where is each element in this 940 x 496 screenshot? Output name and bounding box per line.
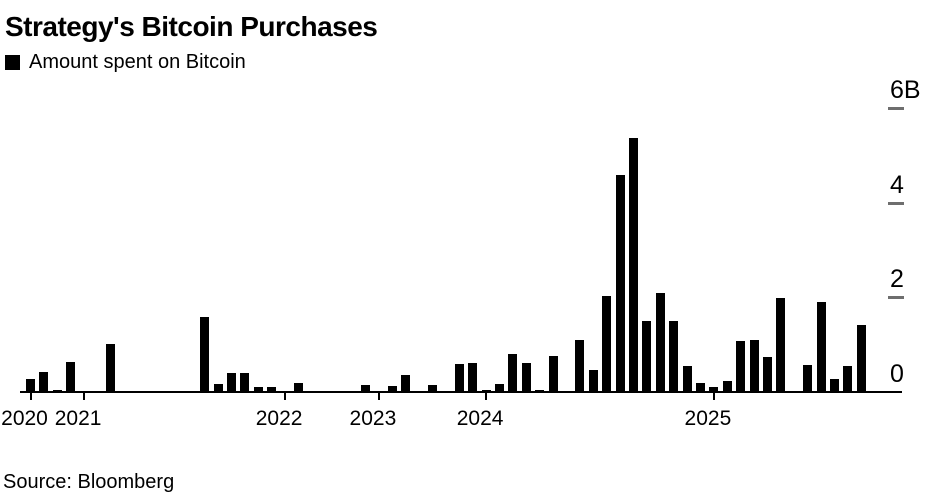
- y-tick-label: 0: [890, 360, 904, 388]
- bar: [803, 364, 813, 392]
- bar: [387, 386, 397, 392]
- bar: [830, 378, 839, 392]
- y-tick: [888, 201, 904, 205]
- y-tick: [888, 107, 904, 111]
- x-axis-line: [20, 391, 902, 393]
- bar: [521, 362, 531, 392]
- x-tick: [284, 392, 287, 400]
- bar: [213, 383, 223, 392]
- bar: [843, 365, 853, 392]
- bar: [588, 370, 598, 392]
- x-tick: [712, 392, 715, 400]
- bar: [253, 387, 263, 392]
- bar: [106, 344, 116, 392]
- bar: [468, 363, 478, 392]
- bar: [428, 384, 437, 392]
- bar: [642, 321, 652, 392]
- plot-area: 2020 2021 2022 2023 2024 2025 6B 4 2 0: [1, 76, 921, 430]
- x-tick-label: 2023: [349, 407, 397, 430]
- y-tick-label: 6B: [890, 76, 921, 105]
- x-tick: [29, 392, 32, 400]
- y-tick-label: 2: [890, 265, 904, 294]
- bar: [615, 175, 625, 392]
- y-tick-label: 4: [890, 170, 904, 199]
- bar: [361, 384, 370, 392]
- bar: [508, 354, 518, 392]
- bar: [696, 382, 705, 392]
- x-tick-label: 2020: [1, 407, 48, 430]
- bar: [629, 137, 638, 392]
- bar: [66, 362, 76, 392]
- bar: [749, 340, 759, 392]
- bar: [736, 340, 746, 392]
- legend-swatch-icon: [5, 54, 20, 70]
- bar: [856, 325, 866, 392]
- bar: [294, 383, 303, 392]
- bar: [52, 389, 62, 392]
- bar: [267, 387, 277, 392]
- bar: [722, 381, 732, 392]
- x-tick: [377, 392, 380, 400]
- bar: [227, 373, 236, 392]
- legend-label: Amount spent on Bitcoin: [29, 51, 246, 73]
- bar: [548, 355, 558, 392]
- bar: [682, 365, 692, 392]
- chart-title: Strategy's Bitcoin Purchases: [5, 11, 378, 42]
- bar: [575, 339, 585, 392]
- bar: [26, 379, 35, 392]
- bar: [655, 293, 665, 392]
- x-tick-label: 2024: [456, 407, 504, 430]
- bar: [240, 373, 250, 392]
- bar: [763, 357, 772, 392]
- x-tick: [83, 392, 86, 400]
- bar: [816, 301, 826, 392]
- bar: [495, 383, 504, 392]
- bar: [39, 372, 49, 392]
- bar: [709, 387, 719, 392]
- source-note: Source: Bloomberg: [3, 471, 175, 493]
- bar: [200, 317, 210, 392]
- x-tick-label: 2025: [684, 407, 732, 430]
- bar: [401, 375, 411, 392]
- x-tick-label: 2022: [255, 407, 303, 430]
- x-tick-label: 2021: [54, 407, 102, 430]
- bar: [454, 364, 464, 392]
- y-tick: [888, 296, 904, 300]
- x-tick: [485, 392, 488, 400]
- bar: [776, 298, 786, 392]
- legend: Amount spent on Bitcoin: [5, 51, 246, 73]
- bar: [602, 296, 612, 392]
- bar: [669, 321, 679, 392]
